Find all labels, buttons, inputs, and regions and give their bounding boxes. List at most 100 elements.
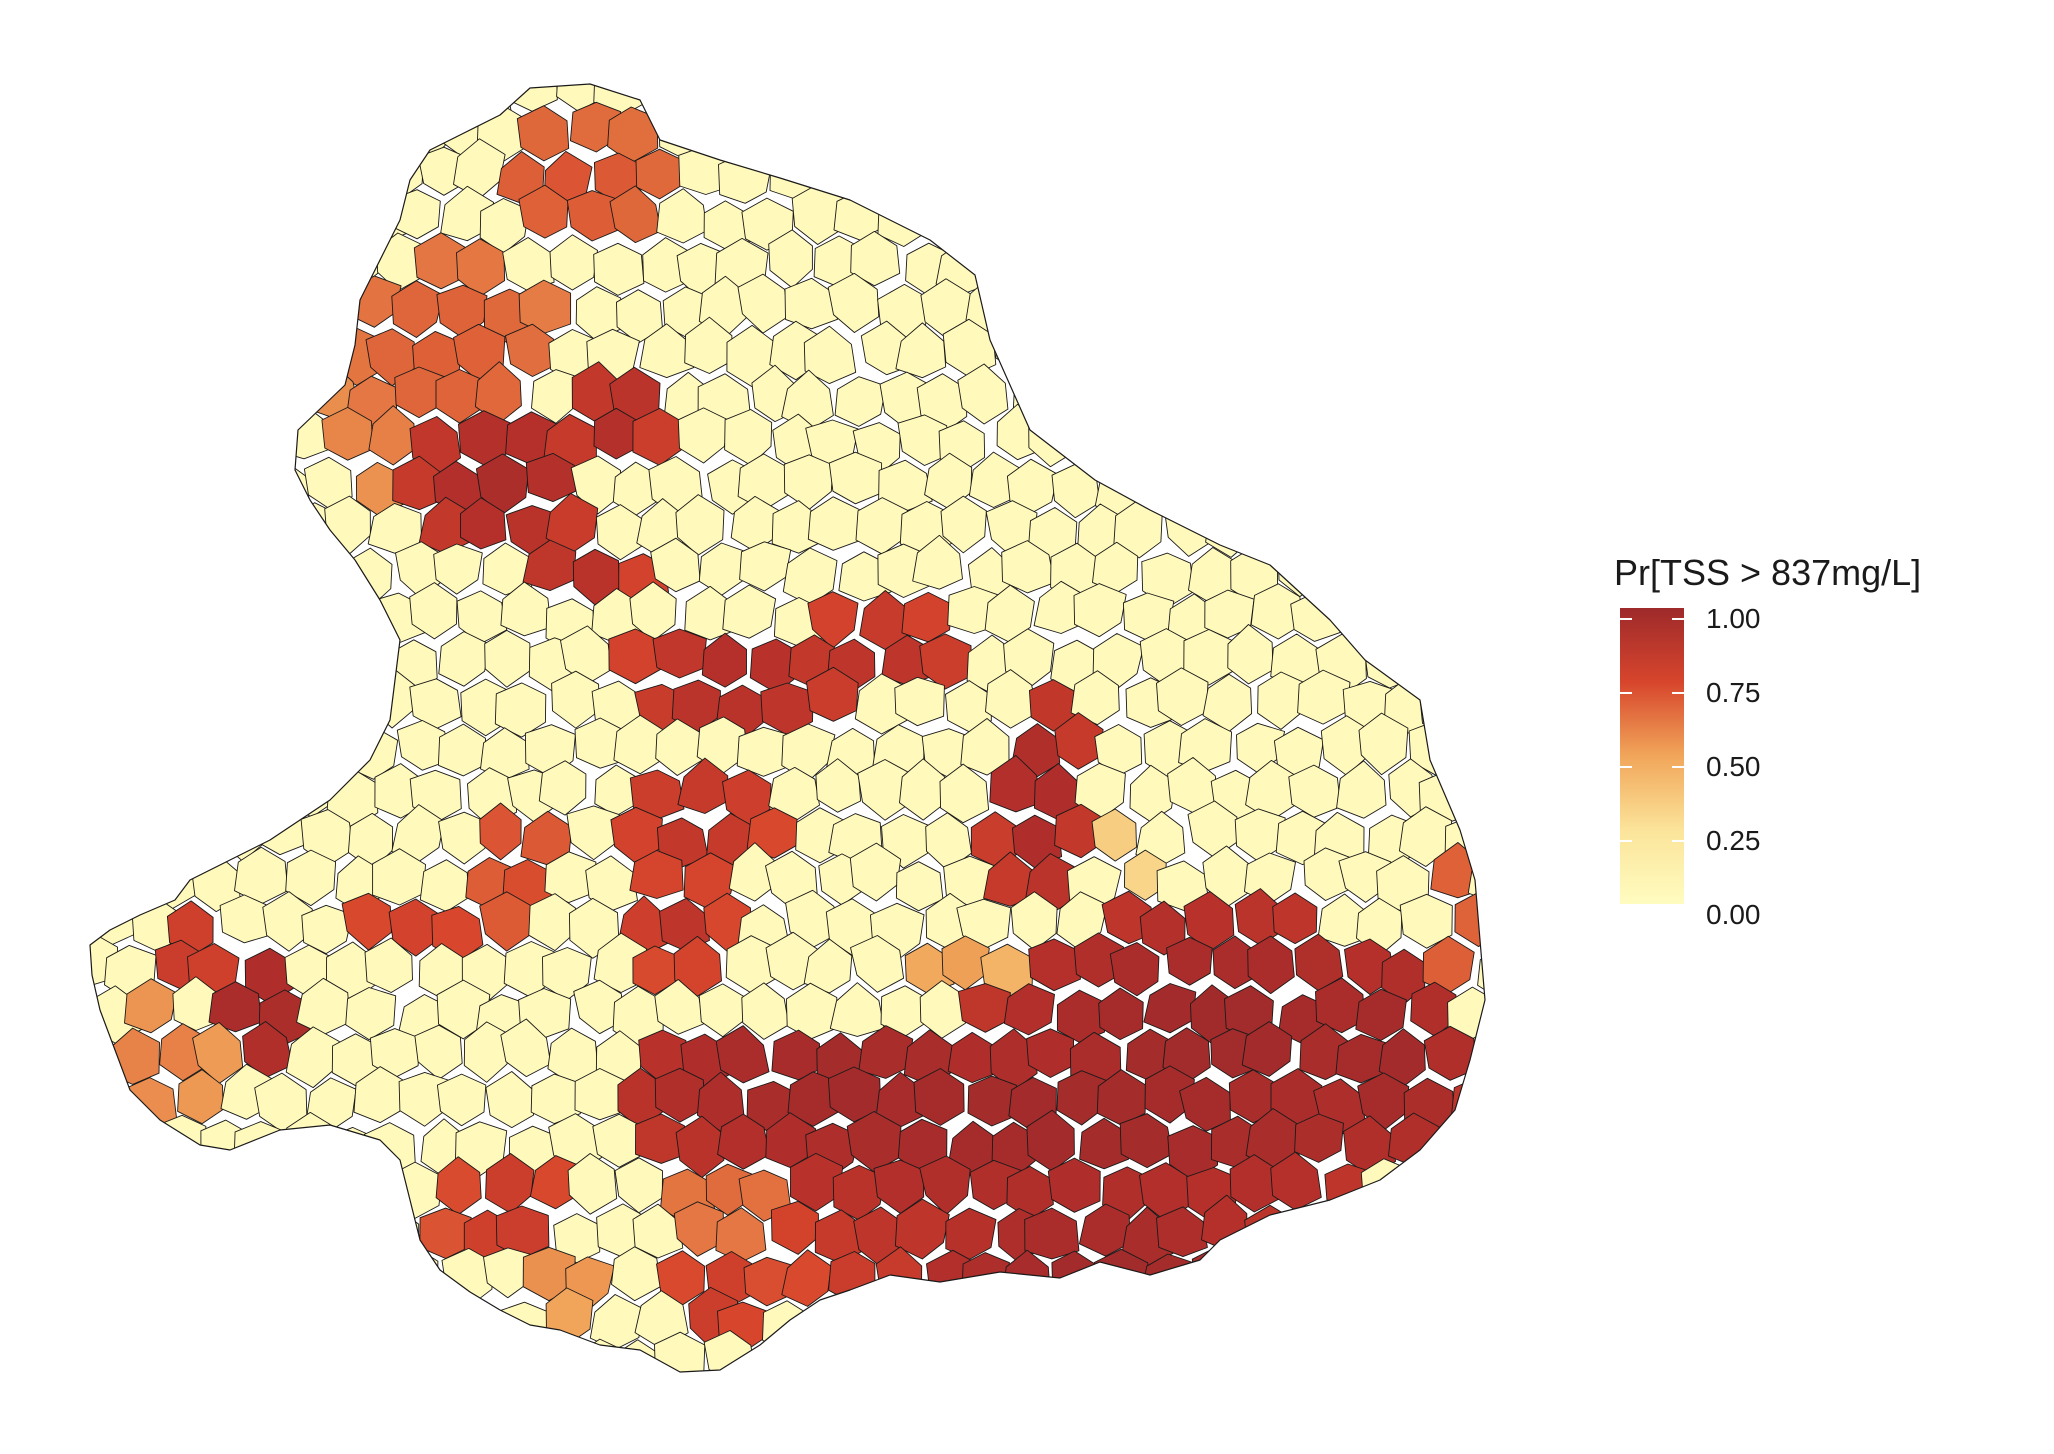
- catchment-polygon: [1520, 1384, 1570, 1439]
- catchment-polygon: [181, 722, 232, 780]
- catchment-polygon: [1288, 84, 1340, 112]
- catchment-polygon: [1389, 582, 1438, 643]
- catchment-polygon: [1168, 0, 1221, 20]
- catchment-polygon: [290, 582, 336, 638]
- catchment-polygon: [1142, 371, 1194, 426]
- catchment-polygon: [1473, 1026, 1485, 1077]
- catchment-polygon: [766, 1383, 813, 1434]
- catchment-polygon: [90, 196, 99, 254]
- catchment-polygon: [409, 678, 462, 730]
- catchment-polygon: [970, 1427, 1018, 1454]
- catchment-polygon: [325, 1380, 376, 1437]
- catchment-polygon: [239, 1383, 289, 1438]
- catchment-polygon: [1054, 712, 1104, 770]
- catchment-polygon: [265, 361, 318, 418]
- catchment-polygon: [1074, 321, 1129, 376]
- catchment-polygon: [795, 13, 848, 70]
- catchment-polygon: [850, 935, 905, 993]
- catchment-polygon: [0, 1295, 21, 1346]
- catchment-polygon: [1509, 1112, 1562, 1168]
- catchment-polygon: [957, 102, 1012, 157]
- catchment-polygon: [0, 1064, 41, 1119]
- catchment-polygon: [1119, 1385, 1168, 1433]
- catchment-polygon: [1244, 1204, 1298, 1260]
- catchment-polygon: [1495, 1169, 1541, 1222]
- catchment-polygon: [358, 1255, 408, 1308]
- catchment-polygon: [524, 18, 569, 73]
- catchment-polygon: [1072, 411, 1122, 467]
- catchment-polygon: [126, 201, 179, 256]
- catchment-polygon: [304, 1239, 356, 1294]
- legend-tick-label: 0.50: [1706, 751, 1761, 782]
- catchment-polygon: [90, 538, 96, 596]
- catchment-polygon: [90, 1245, 92, 1303]
- catchment-polygon: [1507, 674, 1561, 725]
- catchment-polygon: [136, 544, 188, 599]
- catchment-polygon: [1030, 246, 1079, 300]
- catchment-polygon: [1014, 7, 1062, 63]
- catchment-polygon: [1318, 550, 1373, 605]
- catchment-polygon: [364, 937, 413, 993]
- catchment-polygon: [90, 630, 96, 687]
- catchment-polygon: [897, 414, 952, 466]
- catchment-polygon: [1169, 326, 1218, 385]
- catchment-polygon: [177, 626, 232, 682]
- catchment-polygon: [275, 1201, 329, 1254]
- catchment-polygon: [1223, 95, 1274, 157]
- catchment-polygon: [24, 1210, 71, 1266]
- catchment-polygon: [858, 1025, 914, 1079]
- catchment-polygon: [0, 59, 23, 112]
- catchment-polygon: [90, 278, 137, 331]
- catchment-polygon: [393, 1246, 439, 1299]
- catchment-polygon: [138, 1239, 185, 1295]
- catchment-polygon: [693, 1427, 743, 1454]
- catchment-polygon: [413, 0, 464, 34]
- catchment-polygon: [516, 105, 570, 162]
- catchment-polygon: [1119, 1113, 1173, 1169]
- catchment-polygon: [144, 666, 198, 723]
- catchment-polygon: [90, 1069, 93, 1130]
- catchment-polygon: [144, 0, 194, 25]
- catchment-polygon: [257, 806, 306, 856]
- catchment-polygon: [1160, 415, 1214, 476]
- catchment-polygon: [22, 500, 70, 551]
- catchment-polygon: [635, 1113, 688, 1164]
- catchment-polygon: [1447, 1165, 1485, 1221]
- catchment-polygon: [1045, 193, 1094, 250]
- catchment-polygon: [982, 1383, 1035, 1438]
- catchment-polygon: [1341, 323, 1393, 377]
- catchment-polygon: [372, 848, 426, 906]
- catchment-polygon: [0, 369, 42, 426]
- legend-tick-label: 0.00: [1706, 899, 1761, 930]
- catchment-polygon: [1361, 1425, 1413, 1454]
- catchment-polygon: [673, 1201, 725, 1257]
- catchment-polygon: [957, 983, 1011, 1033]
- catchment-polygon: [1009, 106, 1055, 159]
- catchment-polygon: [285, 0, 330, 30]
- catchment-polygon: [1450, 1076, 1485, 1130]
- catchment-polygon: [1272, 451, 1325, 510]
- catchment-polygon: [813, 0, 858, 30]
- catchment-polygon: [232, 84, 286, 122]
- catchment-polygon: [166, 804, 220, 858]
- catchment-polygon: [544, 851, 597, 904]
- catchment-polygon: [1227, 1430, 1274, 1454]
- catchment-polygon: [1468, 1376, 1520, 1428]
- catchment-polygon: [893, 1282, 943, 1343]
- catchment-polygon: [213, 1241, 262, 1300]
- catchment-polygon: [762, 1300, 809, 1357]
- catchment-polygon: [913, 1068, 965, 1126]
- catchment-polygon: [285, 1026, 340, 1089]
- catchment-polygon: [1225, 277, 1280, 327]
- catchment-polygon: [0, 806, 49, 856]
- catchment-polygon: [803, 938, 853, 994]
- catchment-polygon: [1368, 111, 1420, 164]
- catchment-polygon: [280, 1380, 331, 1438]
- catchment-polygon: [298, 1419, 348, 1454]
- catchment-polygon: [1209, 0, 1261, 34]
- catchment-polygon: [853, 84, 904, 117]
- catchment-polygon: [280, 84, 330, 117]
- catchment-polygon: [1341, 147, 1395, 203]
- catchment-polygon: [131, 462, 182, 517]
- catchment-polygon: [291, 678, 342, 740]
